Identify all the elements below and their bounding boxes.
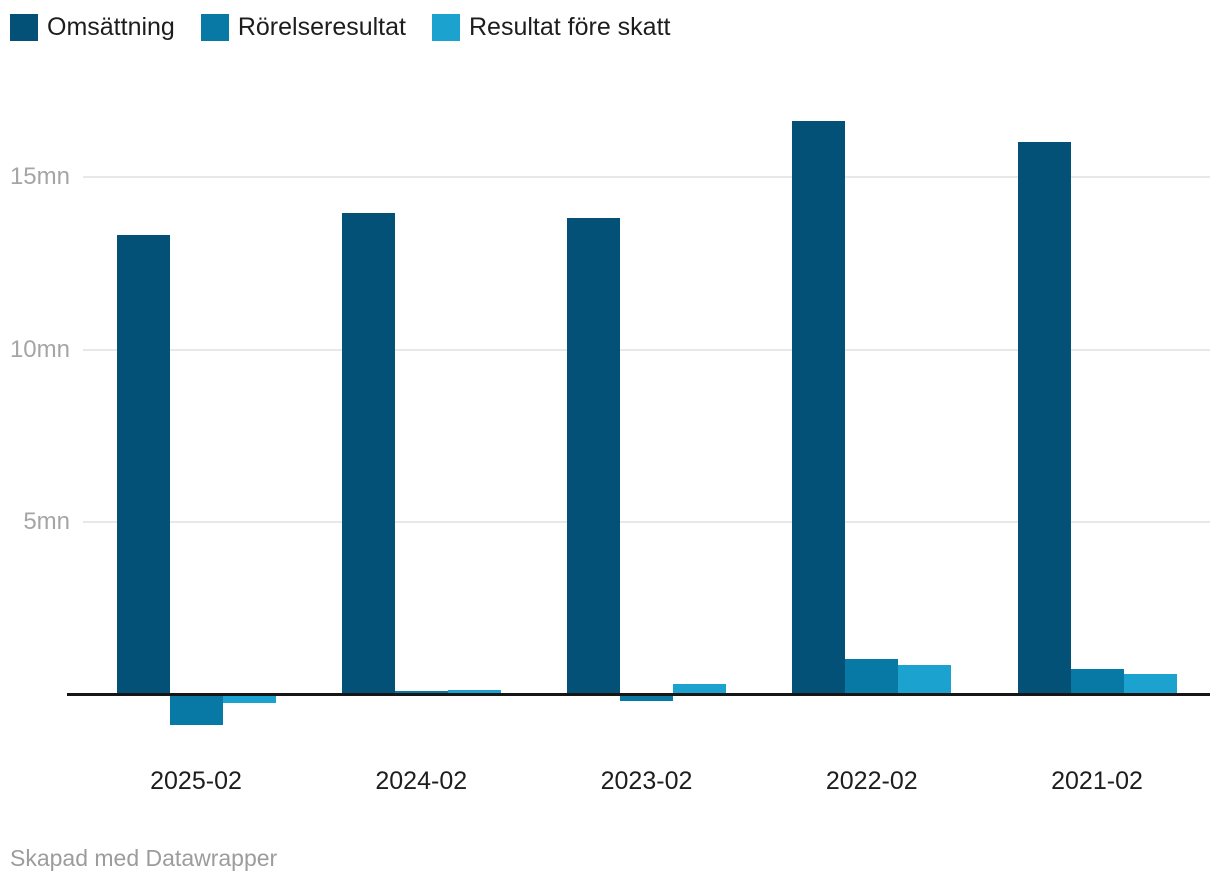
gridline-5mn	[83, 520, 1210, 523]
gridline-15mn	[83, 176, 1210, 179]
bar-2023-02-Omsättning[interactable]	[567, 217, 620, 693]
legend-swatch-resultat-fore-skatt-icon	[431, 14, 460, 41]
legend-item-omsattning[interactable]: Omsättning	[10, 14, 175, 41]
legend-label-rorelseresultat: Rörelseresultat	[237, 13, 406, 41]
bar-2021-02-Rörelseresultat[interactable]	[1070, 668, 1124, 693]
bar-2025-02-Rörelseresultat[interactable]	[169, 696, 223, 726]
bar-2023-02-Resultat före skatt[interactable]	[673, 684, 726, 693]
legend-label-resultat-fore-skatt: Resultat före skatt	[468, 13, 671, 41]
legend-swatch-rorelseresultat-icon	[200, 14, 229, 41]
legend-label-omsattning: Omsättning	[47, 13, 175, 41]
bar-2024-02-Omsättning[interactable]	[341, 212, 395, 693]
bar-2021-02-Omsättning[interactable]	[1017, 141, 1071, 693]
bar-2023-02-Rörelseresultat[interactable]	[620, 696, 673, 701]
bar-2022-02-Rörelseresultat[interactable]	[845, 658, 899, 693]
bar-2025-02-Omsättning[interactable]	[116, 234, 170, 693]
y-axis-tick-label: 10mn	[9, 335, 70, 363]
legend: Omsättning Rörelseresultat Resultat före…	[10, 14, 696, 41]
bar-2022-02-Omsättning[interactable]	[792, 121, 846, 693]
bar-2022-02-Resultat före skatt[interactable]	[898, 665, 952, 693]
legend-item-resultat-fore-skatt[interactable]: Resultat före skatt	[431, 13, 671, 41]
x-axis-label-2022-02: 2022-02	[825, 767, 918, 795]
x-axis-baseline	[67, 693, 1210, 696]
y-axis-tick-label: 5mn	[23, 507, 70, 535]
gridline-10mn	[83, 348, 1210, 351]
datawrapper-credit: Skapad med Datawrapper	[10, 845, 278, 871]
y-axis-tick-label: 15mn	[9, 163, 70, 191]
legend-swatch-omsattning-icon	[10, 14, 38, 41]
bar-2024-02-Resultat före skatt[interactable]	[447, 689, 501, 693]
x-axis-label-2024-02: 2024-02	[375, 767, 468, 795]
x-axis-label-2025-02: 2025-02	[150, 767, 242, 795]
x-axis-label-2021-02: 2021-02	[1051, 767, 1143, 795]
legend-item-rorelseresultat[interactable]: Rörelseresultat	[200, 13, 406, 41]
bar-2024-02-Rörelseresultat[interactable]	[394, 691, 448, 693]
bar-2021-02-Resultat före skatt[interactable]	[1123, 674, 1177, 693]
x-axis-label-2023-02: 2023-02	[600, 767, 693, 795]
bar-2025-02-Resultat före skatt[interactable]	[222, 696, 276, 703]
